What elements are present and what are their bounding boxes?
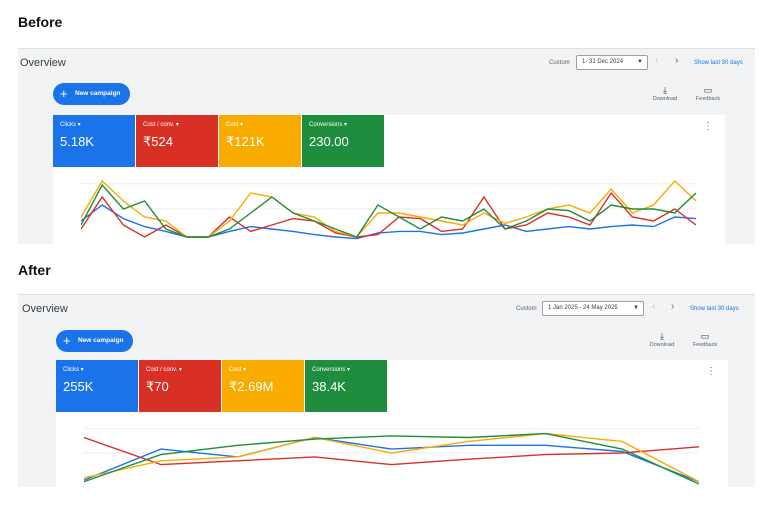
custom-label: Custom	[516, 306, 537, 312]
metric-label: Clicks	[63, 367, 79, 373]
plus-icon: +	[60, 86, 68, 101]
show-last-30-days-link[interactable]: Show last 30 days	[690, 306, 739, 312]
custom-label: Custom	[549, 60, 570, 66]
download-button[interactable]: ⤓ Download	[648, 85, 682, 102]
metric-tile-conversions[interactable]: Conversions ▾ 230.00	[302, 115, 384, 167]
metric-value: 255K	[63, 379, 94, 394]
chevron-down-icon: ▾	[240, 122, 244, 128]
series-line-4	[84, 432, 699, 485]
chevron-down-icon: ▾	[178, 367, 182, 373]
date-range-value: 1 Jan 2025 - 24 May 2025	[548, 305, 618, 311]
chevron-down-icon: ▾	[347, 367, 351, 373]
metric-label: Cost / conv.	[146, 367, 178, 373]
more-vert-icon[interactable]: ⋮	[706, 366, 716, 377]
chevron-down-icon: ▾	[243, 367, 247, 373]
before-label: Before	[18, 14, 63, 30]
feedback-button[interactable]: ▭ Feedback	[691, 85, 725, 102]
prev-period-icon[interactable]: ‹	[652, 301, 656, 312]
metric-label: Conversions	[309, 122, 343, 128]
new-campaign-button[interactable]: + New campaign	[56, 330, 133, 352]
new-campaign-label: New campaign	[78, 337, 124, 344]
date-range-picker[interactable]: 1 Jan 2025 - 24 May 2025 ▼	[542, 301, 644, 316]
line-chart	[84, 428, 699, 485]
metric-tile-conversions[interactable]: Conversions ▾ 38.4K	[305, 360, 387, 412]
metric-value: ₹524	[143, 134, 173, 149]
metric-label: Cost / conv.	[143, 122, 175, 128]
metric-value: ₹121K	[226, 134, 265, 149]
chevron-down-icon: ▼	[633, 305, 639, 311]
metric-value: 38.4K	[312, 379, 346, 394]
feedback-label: Feedback	[695, 96, 721, 102]
performance-card: Clicks ▾ 255K Cost / conv. ▾ ₹70 Cost ▾ …	[56, 360, 728, 487]
series-line-3	[84, 432, 699, 483]
date-range-picker[interactable]: 1- 31 Dec 2024 ▼	[576, 55, 648, 70]
after-label: After	[18, 262, 51, 278]
series-line-2	[84, 436, 699, 466]
series-line-2	[81, 191, 696, 238]
chevron-down-icon: ▼	[637, 59, 643, 65]
after-screenshot: Overview Custom 1 Jan 2025 - 24 May 2025…	[18, 294, 755, 487]
series-line-4	[81, 183, 696, 238]
feedback-button[interactable]: ▭ Feedback	[688, 331, 722, 348]
metric-label: Cost	[226, 122, 239, 128]
next-period-icon[interactable]: ›	[675, 55, 679, 66]
metric-tile-cost-per-conv[interactable]: Cost / conv. ▾ ₹524	[136, 115, 218, 167]
metric-label: Cost	[229, 367, 242, 373]
feedback-icon: ▭	[700, 331, 710, 341]
before-screenshot: Overview Custom 1- 31 Dec 2024 ▼ ‹ › Sho…	[18, 48, 755, 244]
metric-value: 230.00	[309, 134, 349, 149]
metric-value: 5.18K	[60, 134, 94, 149]
metric-label: Conversions	[312, 367, 346, 373]
download-button[interactable]: ⤓ Download	[645, 331, 679, 348]
series-line-3	[81, 179, 696, 238]
line-chart	[81, 179, 696, 240]
plus-icon: +	[63, 333, 71, 348]
more-vert-icon[interactable]: ⋮	[703, 121, 713, 132]
download-label: Download	[649, 342, 675, 348]
overview-title: Overview	[20, 57, 66, 69]
download-icon: ⤓	[663, 85, 667, 95]
chevron-down-icon: ▾	[77, 122, 81, 128]
date-range-value: 1- 31 Dec 2024	[582, 59, 624, 65]
new-campaign-label: New campaign	[75, 90, 121, 97]
metric-tile-clicks[interactable]: Clicks ▾ 5.18K	[53, 115, 135, 167]
metric-value: ₹70	[146, 379, 169, 394]
overview-title: Overview	[22, 303, 68, 315]
chevron-down-icon: ▾	[344, 122, 348, 128]
metric-tile-cost[interactable]: Cost ▾ ₹121K	[219, 115, 301, 167]
prev-period-icon[interactable]: ‹	[655, 55, 659, 66]
metric-value: ₹2.69M	[229, 379, 274, 394]
next-period-icon[interactable]: ›	[671, 301, 675, 312]
metric-label: Clicks	[60, 122, 76, 128]
performance-card: Clicks ▾ 5.18K Cost / conv. ▾ ₹524 Cost …	[53, 115, 725, 244]
chevron-down-icon: ▾	[175, 122, 179, 128]
metric-tile-clicks[interactable]: Clicks ▾ 255K	[56, 360, 138, 412]
feedback-label: Feedback	[692, 342, 718, 348]
metric-tile-cost-per-conv[interactable]: Cost / conv. ▾ ₹70	[139, 360, 221, 412]
new-campaign-button[interactable]: + New campaign	[53, 83, 130, 105]
feedback-icon: ▭	[703, 85, 713, 95]
download-label: Download	[652, 96, 678, 102]
metric-tile-cost[interactable]: Cost ▾ ₹2.69M	[222, 360, 304, 412]
show-last-30-days-link[interactable]: Show last 30 days	[694, 60, 743, 66]
chevron-down-icon: ▾	[80, 367, 84, 373]
download-icon: ⤓	[660, 331, 664, 341]
